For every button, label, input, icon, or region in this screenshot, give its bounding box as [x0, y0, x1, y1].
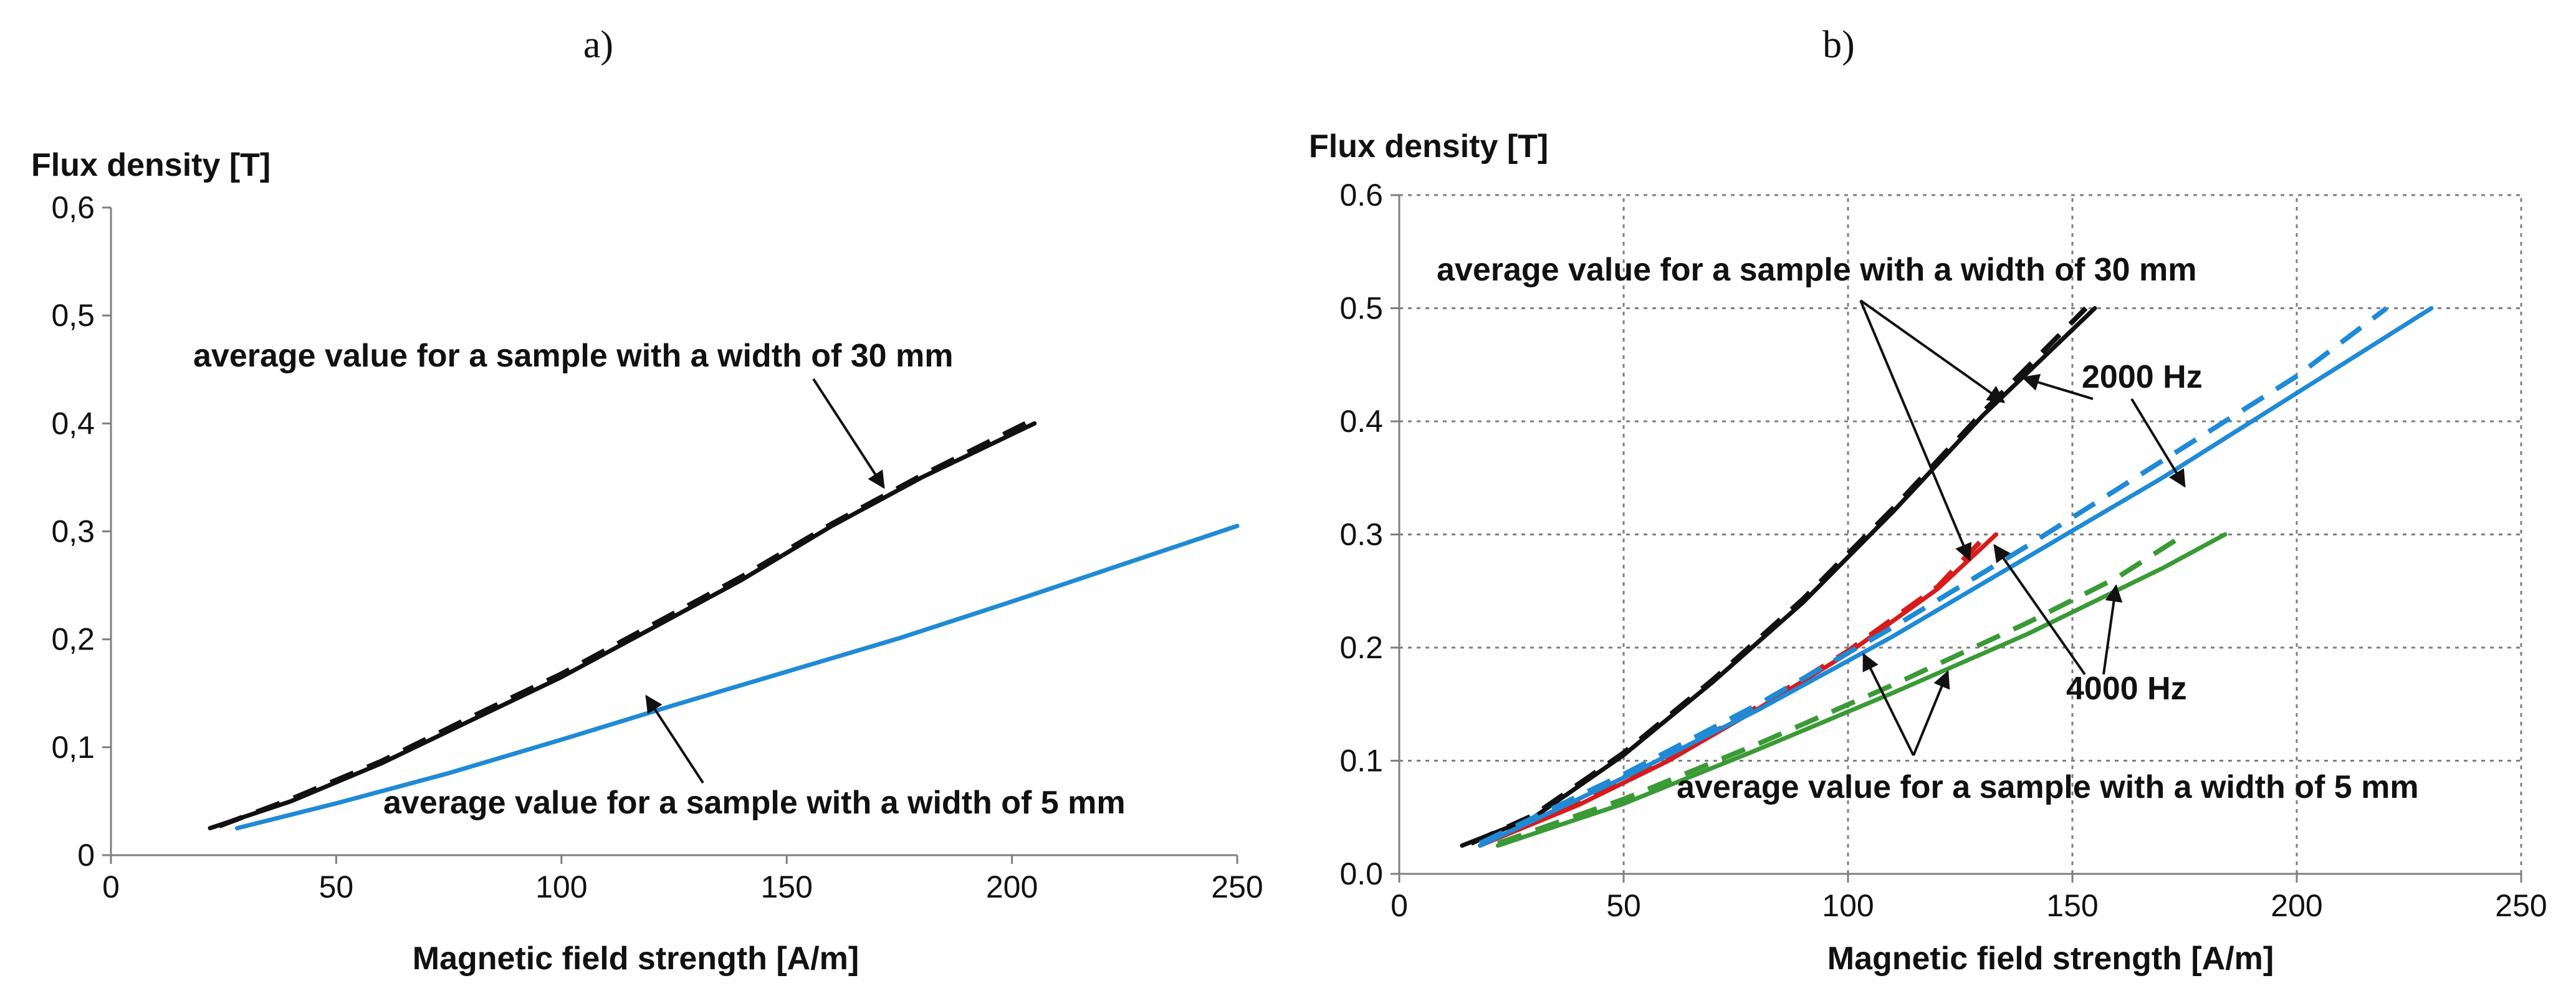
x-axis-title-b: Magnetic field strength [A/m]: [1827, 941, 2274, 977]
annotation-b-5mm: average value for a sample with a width …: [1677, 769, 2419, 805]
y-tick-label-b-3: 0.3: [1339, 517, 1383, 552]
y-tick-label-b-0: 0.0: [1339, 856, 1383, 891]
series-line-a-0: [208, 421, 1037, 831]
y-axis-title-b: Flux density [T]: [1309, 128, 1548, 165]
arrow-a-5mm: [645, 694, 704, 784]
x-tick-label-a-3: 150: [760, 869, 812, 904]
series-b: [1460, 306, 2434, 848]
y-tick-label-a-3: 0,3: [51, 514, 95, 549]
y-tick-label-a-2: 0,2: [51, 622, 95, 657]
y-tick-label-b-2: 0.2: [1339, 630, 1383, 665]
ticks-b: 0 50 100 150 200 250 0.0 0.1 0.2 0.3 0.4 0.5 0.6: [1339, 178, 2547, 923]
series-line-b-0: [1460, 306, 2097, 848]
axes-a: [110, 208, 1237, 856]
series-line-b-1: [1470, 306, 2088, 846]
series-line-b-6: [1495, 532, 2228, 848]
x-tick-label-a-2: 100: [535, 869, 587, 904]
x-tick-label-a-0: 0: [102, 869, 120, 904]
arrow-b-4000hz-2: [2102, 584, 2123, 675]
y-axis-title-a: Flux density [T]: [31, 147, 271, 183]
arrow-a-30mm: [812, 378, 885, 489]
y-tick-label-b-5: 0.5: [1339, 291, 1383, 326]
annotation-a-5mm: average value for a sample with a width …: [383, 785, 1126, 821]
x-tick-label-a-4: 200: [986, 869, 1038, 904]
series-line-b-5: [1478, 306, 2388, 846]
arrow-b-30mm-1: [1859, 299, 2006, 403]
annotation-b-4000hz: 4000 Hz: [2066, 671, 2187, 707]
series-line-a-2: [234, 524, 1240, 831]
chart-a: a) Flux density [T] Magnetic field stren…: [31, 24, 1263, 977]
annotation-b-2000hz: 2000 Hz: [2082, 359, 2203, 395]
annotation-a-30mm: average value for a sample with a width …: [193, 338, 954, 374]
panel-label-a: a): [583, 24, 613, 66]
y-tick-label-b-1: 0.1: [1339, 744, 1383, 778]
arrow-b-4000hz-1: [1993, 544, 2086, 676]
chart-b: b) Flux density [T] Magnetic field stren…: [1309, 24, 2547, 977]
y-tick-label-b-6: 0.6: [1339, 178, 1383, 213]
series-line-a-1: [218, 421, 1027, 828]
series-line-b-4: [1478, 306, 2434, 848]
y-tick-label-b-4: 0.4: [1339, 404, 1383, 439]
arrow-b-5mm-1: [1862, 653, 1915, 756]
x-tick-label-b-0: 0: [1391, 888, 1408, 923]
y-tick-label-a-5: 0,5: [51, 298, 95, 333]
arrow-b-5mm-2: [1912, 670, 1950, 756]
series-line-b-3: [1483, 532, 1989, 846]
annotation-b-30mm: average value for a sample with a width …: [1437, 252, 2197, 288]
arrow-b-30mm-2: [1859, 300, 1972, 562]
y-tick-label-a-6: 0,6: [51, 190, 95, 225]
x-tick-label-a-1: 50: [319, 869, 354, 904]
x-tick-label-b-2: 100: [1822, 888, 1874, 923]
x-tick-label-b-4: 200: [2271, 888, 2322, 923]
arrow-b-2000hz-2: [2130, 398, 2186, 488]
x-tick-label-b-1: 50: [1606, 888, 1641, 923]
arrow-b-2000hz-1: [2021, 373, 2094, 400]
y-tick-label-a-0: 0: [77, 838, 95, 873]
x-tick-label-b-3: 150: [2046, 888, 2098, 923]
series-a: [208, 421, 1240, 831]
panel-label-b: b): [1822, 24, 1855, 66]
x-tick-label-a-5: 250: [1211, 869, 1263, 904]
y-tick-label-a-1: 0,1: [51, 730, 95, 765]
x-axis-title-a: Magnetic field strength [A/m]: [413, 941, 859, 977]
series-line-b-7: [1497, 532, 2186, 846]
ticks-a: 0 50 100 150 200 250 0 0,1 0,2 0,3 0,4 0,5 0,6: [51, 190, 1263, 904]
x-tick-label-b-5: 250: [2495, 888, 2547, 923]
y-tick-label-a-4: 0,4: [51, 406, 95, 441]
